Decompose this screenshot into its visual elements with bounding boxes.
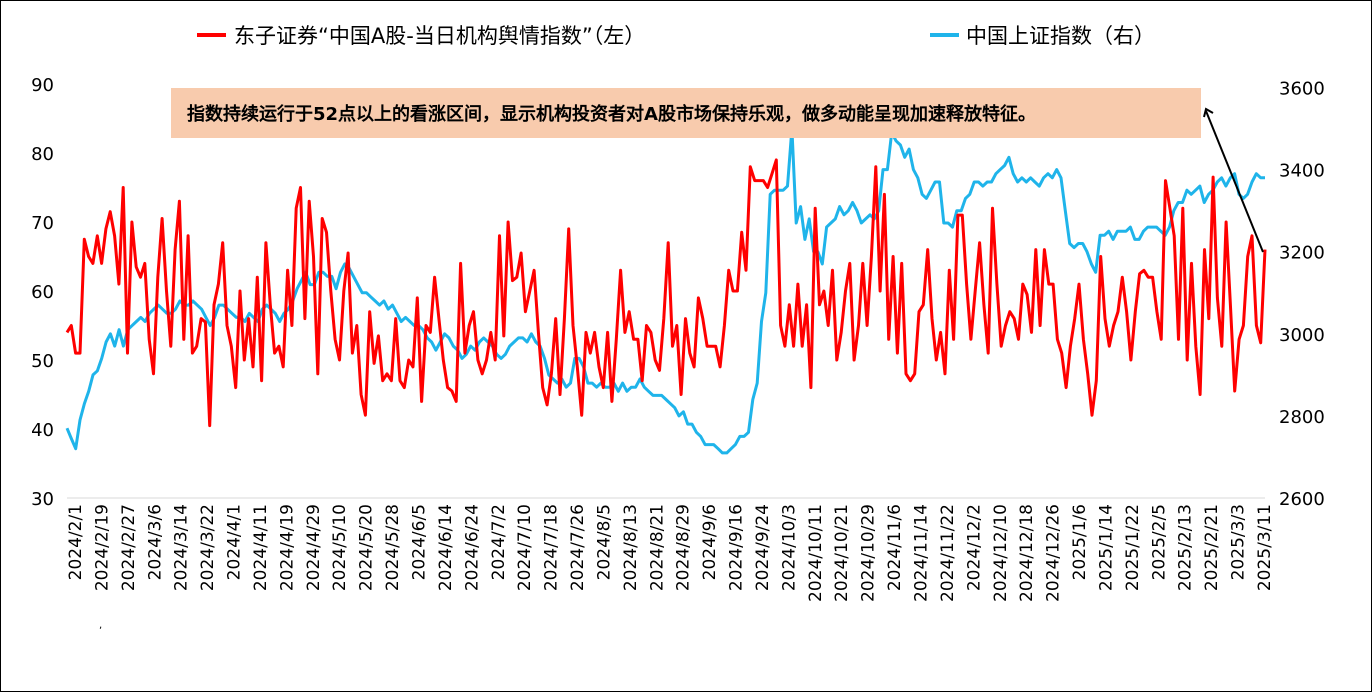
x-tick-label: 2024/9/6 [700,504,720,580]
series-line-sentiment [65,158,1267,428]
x-tick-label: 2025/1/6 [1070,504,1090,580]
x-tick-label: 2024/10/3 [779,504,799,591]
x-tick-label: 2024/11/6 [885,504,905,591]
x-tick-label: 2024/5/20 [357,504,377,591]
x-tick-label: 2024/12/18 [1017,504,1037,602]
x-tick-label: 2024/8/13 [621,504,641,591]
annotation-arrow [1205,110,1264,253]
left-tick-label: 70 [31,213,54,234]
x-tick-label: 2024/3/22 [198,504,218,591]
x-tick-label: 2024/11/22 [938,504,958,602]
right-tick-label: 3600 [1279,79,1325,100]
annotation-box [171,88,1201,138]
x-axis: 2024/2/1 2024/2/19 2024/2/27 2024/3/6 2024/3… [66,504,1275,602]
x-tick-label: 2024/9/16 [727,504,747,591]
annotation-callout: 指数持续运行于52点以上的看涨区间，显示机构投资者对A股市场保持乐观，做多动能呈… [171,88,1264,253]
x-tick-label: 2024/12/26 [1044,504,1064,602]
x-tick-label: 2025/2/5 [1149,504,1169,580]
x-tick-label: 2024/12/10 [991,504,1011,602]
series-line-shanghai [65,127,1265,455]
x-tick-label: 2025/3/3 [1229,504,1249,580]
x-tick-label: 2024/6/5 [409,504,429,580]
x-tick-label: 2024/7/10 [515,504,535,591]
x-tick-label: 2024/6/24 [462,504,482,591]
x-tick-label: 2024/10/21 [832,504,852,602]
x-tick-label: 2024/8/5 [594,504,614,580]
x-tick-label: 2024/12/2 [964,504,984,591]
x-tick-label: 2024/2/27 [119,504,139,591]
x-tick-label: 2024/5/10 [330,504,350,591]
left-axis: 30 40 50 60 70 80 90 [31,75,54,510]
x-tick-label: 2024/3/6 [145,504,165,580]
x-tick-label: 2024/11/14 [912,504,932,602]
x-tick-label: 2024/2/1 [66,504,86,580]
left-tick-label: 40 [31,420,54,441]
x-tick-label: 2024/4/29 [304,504,324,591]
x-tick-label: 2024/8/21 [647,504,667,591]
right-tick-label: 2600 [1279,489,1325,510]
x-tick-label: 2024/3/14 [172,504,192,591]
x-tick-label: 2024/10/11 [806,504,826,602]
right-axis: 2600 2800 3000 3200 3400 3600 [1279,79,1325,510]
x-tick-label: 2025/3/11 [1255,504,1275,591]
x-tick-label: 2024/4/1 [225,504,245,580]
legend-label-shanghai: 中国上证指数（右） [966,24,1155,48]
x-tick-label: 2025/2/13 [1176,504,1196,591]
legend: 东子证券“中国A股-当日机构舆情指数”（左） 中国上证指数（右） [197,24,1155,48]
stray-mark: , [99,620,102,631]
x-tick-label: 2024/7/2 [489,504,509,580]
x-tick-label: 2024/6/14 [436,504,456,591]
x-tick-label: 2024/9/24 [753,504,773,591]
x-tick-label: 2025/1/22 [1123,504,1143,591]
x-tick-label: 2024/10/29 [859,504,879,602]
right-tick-label: 3400 [1279,161,1325,182]
x-tick-label: 2024/2/19 [92,504,112,591]
right-tick-label: 3200 [1279,243,1325,264]
annotation-text: 指数持续运行于52点以上的看涨区间，显示机构投资者对A股市场保持乐观，做多动能呈… [187,103,1036,125]
left-tick-label: 80 [31,144,54,165]
x-tick-label: 2024/4/19 [277,504,297,591]
x-tick-label: 2024/5/28 [383,504,403,591]
x-tick-label: 2024/4/11 [251,504,271,591]
left-tick-label: 50 [31,351,54,372]
legend-label-sentiment: 东子证券“中国A股-当日机构舆情指数”（左） [234,24,645,48]
right-tick-label: 2800 [1279,407,1325,428]
left-tick-label: 30 [31,489,54,510]
annotation-arrowhead [1203,107,1214,118]
x-tick-label: 2024/7/26 [568,504,588,591]
left-tick-label: 60 [31,282,54,303]
x-tick-label: 2024/8/29 [674,504,694,591]
series-layer [65,127,1267,455]
right-tick-label: 3000 [1279,325,1325,346]
left-tick-label: 90 [31,75,54,96]
x-tick-label: 2025/2/21 [1202,504,1222,591]
x-tick-label: 2024/7/18 [542,504,562,591]
x-tick-label: 2025/1/14 [1096,504,1116,591]
